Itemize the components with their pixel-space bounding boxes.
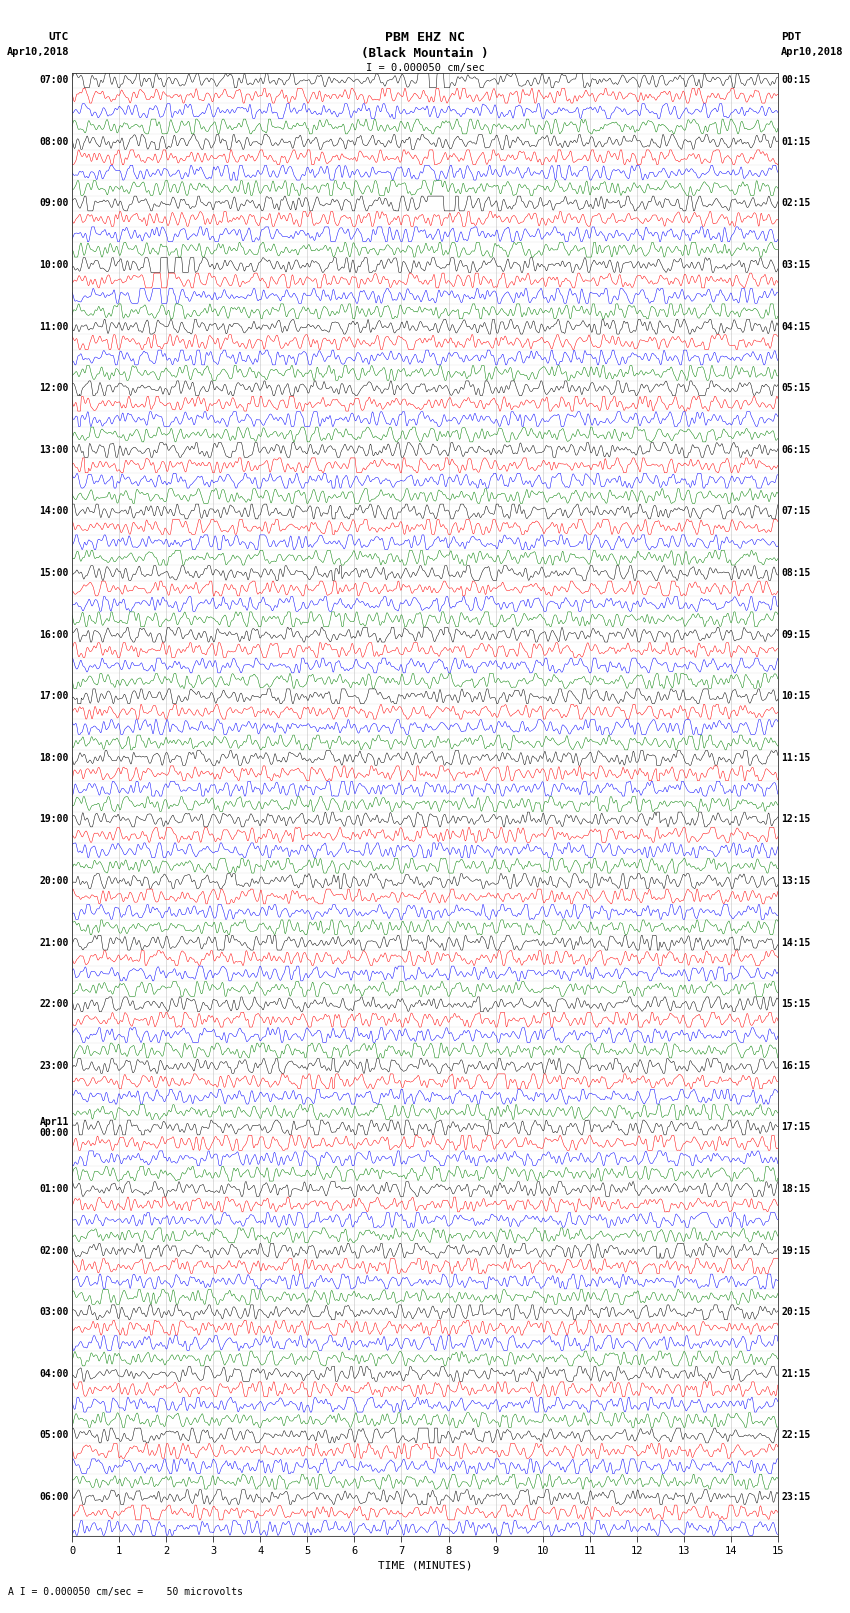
Text: 03:00: 03:00 xyxy=(39,1307,69,1318)
Text: 16:00: 16:00 xyxy=(39,629,69,640)
Text: Apr10,2018: Apr10,2018 xyxy=(781,47,844,56)
Text: 00:15: 00:15 xyxy=(781,76,811,85)
Text: 10:15: 10:15 xyxy=(781,692,811,702)
Text: 17:15: 17:15 xyxy=(781,1123,811,1132)
Text: I = 0.000050 cm/sec: I = 0.000050 cm/sec xyxy=(366,63,484,73)
Text: 15:00: 15:00 xyxy=(39,568,69,577)
Text: 05:00: 05:00 xyxy=(39,1431,69,1440)
Text: 22:00: 22:00 xyxy=(39,1000,69,1010)
Text: 13:15: 13:15 xyxy=(781,876,811,886)
Text: Apr11
00:00: Apr11 00:00 xyxy=(39,1116,69,1139)
Text: PBM EHZ NC: PBM EHZ NC xyxy=(385,31,465,44)
Text: 02:00: 02:00 xyxy=(39,1245,69,1255)
Text: 12:00: 12:00 xyxy=(39,384,69,394)
Text: 21:15: 21:15 xyxy=(781,1369,811,1379)
Text: 08:00: 08:00 xyxy=(39,137,69,147)
Text: 02:15: 02:15 xyxy=(781,198,811,208)
Text: 05:15: 05:15 xyxy=(781,384,811,394)
Text: 11:00: 11:00 xyxy=(39,321,69,332)
Text: 18:00: 18:00 xyxy=(39,753,69,763)
Text: 03:15: 03:15 xyxy=(781,260,811,269)
Text: 16:15: 16:15 xyxy=(781,1061,811,1071)
Text: 20:00: 20:00 xyxy=(39,876,69,886)
Text: 17:00: 17:00 xyxy=(39,692,69,702)
Text: 04:15: 04:15 xyxy=(781,321,811,332)
Text: (Black Mountain ): (Black Mountain ) xyxy=(361,47,489,60)
Text: 01:00: 01:00 xyxy=(39,1184,69,1194)
Text: Apr10,2018: Apr10,2018 xyxy=(6,47,69,56)
Text: 04:00: 04:00 xyxy=(39,1369,69,1379)
Text: 01:15: 01:15 xyxy=(781,137,811,147)
Text: 11:15: 11:15 xyxy=(781,753,811,763)
Text: 14:15: 14:15 xyxy=(781,937,811,948)
Text: 20:15: 20:15 xyxy=(781,1307,811,1318)
Text: 09:00: 09:00 xyxy=(39,198,69,208)
Text: 09:15: 09:15 xyxy=(781,629,811,640)
Text: 12:15: 12:15 xyxy=(781,815,811,824)
Text: 14:00: 14:00 xyxy=(39,506,69,516)
Text: 06:00: 06:00 xyxy=(39,1492,69,1502)
X-axis label: TIME (MINUTES): TIME (MINUTES) xyxy=(377,1560,473,1569)
Text: 07:00: 07:00 xyxy=(39,76,69,85)
Text: 19:15: 19:15 xyxy=(781,1245,811,1255)
Text: 18:15: 18:15 xyxy=(781,1184,811,1194)
Text: 10:00: 10:00 xyxy=(39,260,69,269)
Text: 19:00: 19:00 xyxy=(39,815,69,824)
Text: 23:15: 23:15 xyxy=(781,1492,811,1502)
Text: PDT: PDT xyxy=(781,32,802,42)
Text: A I = 0.000050 cm/sec =    50 microvolts: A I = 0.000050 cm/sec = 50 microvolts xyxy=(8,1587,243,1597)
Text: 22:15: 22:15 xyxy=(781,1431,811,1440)
Text: 23:00: 23:00 xyxy=(39,1061,69,1071)
Text: 13:00: 13:00 xyxy=(39,445,69,455)
Text: 08:15: 08:15 xyxy=(781,568,811,577)
Text: 15:15: 15:15 xyxy=(781,1000,811,1010)
Text: 21:00: 21:00 xyxy=(39,937,69,948)
Text: UTC: UTC xyxy=(48,32,69,42)
Text: 06:15: 06:15 xyxy=(781,445,811,455)
Text: 07:15: 07:15 xyxy=(781,506,811,516)
